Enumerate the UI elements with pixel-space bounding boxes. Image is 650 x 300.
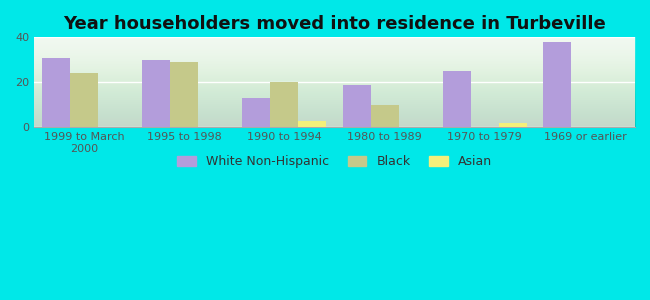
Title: Year householders moved into residence in Turbeville: Year householders moved into residence i… <box>63 15 606 33</box>
Bar <box>170 62 198 127</box>
Bar <box>142 60 170 127</box>
Bar <box>343 85 370 127</box>
Bar <box>298 121 326 127</box>
Bar <box>242 98 270 127</box>
Bar <box>370 105 398 127</box>
Legend: White Non-Hispanic, Black, Asian: White Non-Hispanic, Black, Asian <box>172 150 497 173</box>
Bar <box>443 71 471 127</box>
Bar <box>543 42 571 127</box>
Bar <box>499 123 526 127</box>
Bar <box>270 82 298 127</box>
Bar <box>42 58 70 127</box>
Bar <box>70 73 98 127</box>
